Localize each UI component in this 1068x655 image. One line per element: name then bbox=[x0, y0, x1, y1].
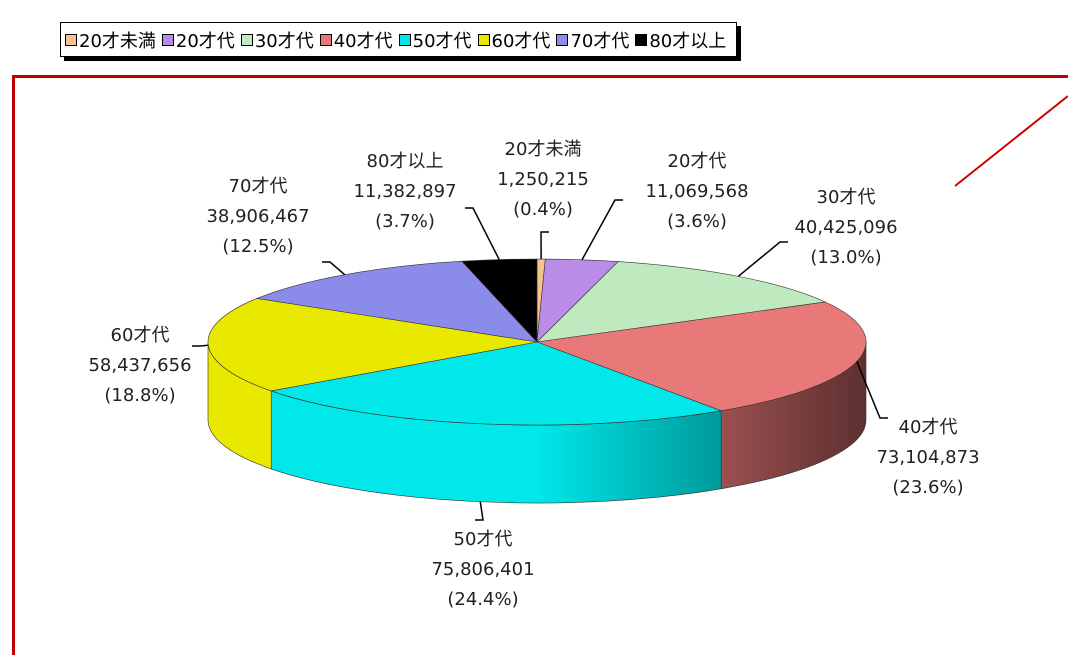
legend-swatch bbox=[319, 33, 332, 46]
legend-label: 20才未満 bbox=[79, 30, 156, 52]
legend-label: 70才代 bbox=[570, 30, 630, 52]
legend-item: 70才代 bbox=[556, 27, 629, 53]
legend: 20才未満 20才代 30才代 40才代 50才代 60才代 70才代 80才以上 bbox=[60, 22, 738, 57]
data-label-percent: (12.5%) bbox=[222, 236, 293, 257]
data-label-percent: (3.6%) bbox=[667, 211, 727, 232]
legend-swatch bbox=[635, 33, 648, 46]
legend-item: 80才以上 bbox=[635, 27, 726, 53]
data-label-percent: (0.4%) bbox=[513, 199, 573, 220]
data-label-percent: (23.6%) bbox=[892, 477, 963, 498]
data-label-name: 20才代 bbox=[668, 151, 727, 172]
slice bbox=[207, 298, 538, 392]
legend-label: 60才代 bbox=[491, 30, 551, 52]
legend-swatch bbox=[65, 33, 77, 46]
legend-label: 30才代 bbox=[254, 30, 314, 52]
data-label-name: 80才以上 bbox=[367, 151, 444, 172]
data-label-name: 40才代 bbox=[899, 417, 958, 438]
plot-frame bbox=[12, 75, 1068, 655]
leader-line bbox=[737, 241, 788, 277]
data-label-percent: (13.0%) bbox=[810, 247, 881, 268]
leader-line bbox=[465, 207, 500, 260]
legend-label: 20才代 bbox=[175, 30, 235, 52]
legend-label: 80才以上 bbox=[649, 30, 727, 52]
legend-swatch bbox=[477, 33, 490, 46]
leader-line bbox=[856, 361, 888, 419]
data-label-value: 75,806,401 bbox=[431, 559, 534, 580]
legend-item: 60才代 bbox=[477, 27, 551, 53]
legend-item: 30才代 bbox=[240, 27, 314, 53]
legend-item: 40才代 bbox=[319, 27, 393, 53]
leader-line bbox=[581, 199, 623, 261]
legend-label: 40才代 bbox=[333, 30, 393, 52]
data-label-value: 11,382,897 bbox=[353, 181, 456, 202]
data-label-name: 30才代 bbox=[817, 187, 876, 208]
legend-item: 50才代 bbox=[398, 27, 472, 53]
data-label-name: 50才代 bbox=[454, 529, 513, 550]
data-label-percent: (18.8%) bbox=[104, 385, 175, 406]
data-label-value: 58,437,656 bbox=[88, 355, 191, 376]
data-label-percent: (3.7%) bbox=[375, 211, 435, 232]
leader-line bbox=[192, 344, 209, 347]
data-label-value: 73,104,873 bbox=[876, 447, 979, 468]
leader-line bbox=[475, 501, 484, 521]
legend-swatch bbox=[240, 33, 253, 46]
legend-swatch bbox=[161, 33, 174, 46]
data-label-name: 70才代 bbox=[229, 176, 288, 197]
legend-swatch bbox=[398, 33, 411, 46]
slice bbox=[270, 341, 723, 426]
legend-item: 20才代 bbox=[161, 27, 235, 53]
leader-line bbox=[322, 261, 346, 276]
data-label-value: 40,425,096 bbox=[794, 217, 897, 238]
legend-label: 50才代 bbox=[412, 30, 472, 52]
leader-line bbox=[540, 231, 549, 260]
slice bbox=[536, 301, 867, 412]
data-label-value: 1,250,215 bbox=[497, 169, 589, 190]
legend-swatch bbox=[556, 33, 569, 46]
data-label-name: 60才代 bbox=[111, 325, 170, 346]
data-label-value: 11,069,568 bbox=[645, 181, 748, 202]
annotation-line bbox=[954, 95, 1068, 187]
data-label-value: 38,906,467 bbox=[206, 206, 309, 227]
data-label-percent: (24.4%) bbox=[447, 589, 518, 610]
legend-item: 20才未満 bbox=[65, 27, 156, 53]
data-label-name: 20才未満 bbox=[505, 139, 582, 160]
